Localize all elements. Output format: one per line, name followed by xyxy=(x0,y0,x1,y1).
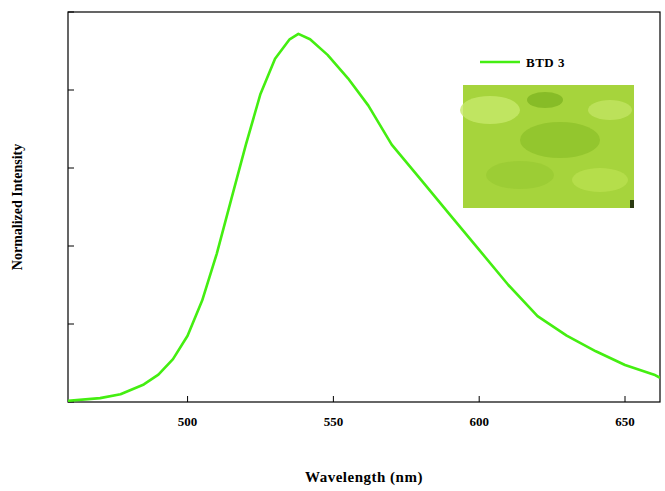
x-axis-title: Wavelength (nm) xyxy=(305,469,423,486)
x-tick-label: 600 xyxy=(469,414,489,429)
plot-frame xyxy=(68,12,660,402)
chart: 500 550 600 650 Wavelength (nm) Normalized In… xyxy=(0,0,665,491)
x-tick xyxy=(333,396,334,402)
spectrum-line xyxy=(68,34,660,401)
inset-photo-texture xyxy=(527,92,563,108)
inset-photo-corner xyxy=(630,200,634,208)
y-tick xyxy=(68,168,74,169)
y-tick xyxy=(68,324,74,325)
y-tick xyxy=(68,246,74,247)
inset-photo-texture xyxy=(486,161,554,189)
x-tick xyxy=(625,396,626,402)
inset-photo xyxy=(460,85,634,208)
y-tick xyxy=(68,90,74,91)
inset-photo-texture xyxy=(460,96,520,124)
inset-photo-texture xyxy=(588,100,632,120)
x-tick-label: 550 xyxy=(324,414,344,429)
legend-label: BTD 3 xyxy=(526,55,565,70)
inset-photo-texture xyxy=(572,168,628,192)
x-tick-label: 650 xyxy=(615,414,635,429)
x-tick xyxy=(187,396,188,402)
y-tick xyxy=(68,12,74,13)
inset-photo-texture xyxy=(520,122,600,158)
x-tick xyxy=(479,396,480,402)
legend-swatch xyxy=(480,61,520,64)
x-tick-label: 500 xyxy=(178,414,198,429)
y-axis-title: Normalized Intensity xyxy=(10,144,25,270)
plot-area xyxy=(68,34,660,401)
